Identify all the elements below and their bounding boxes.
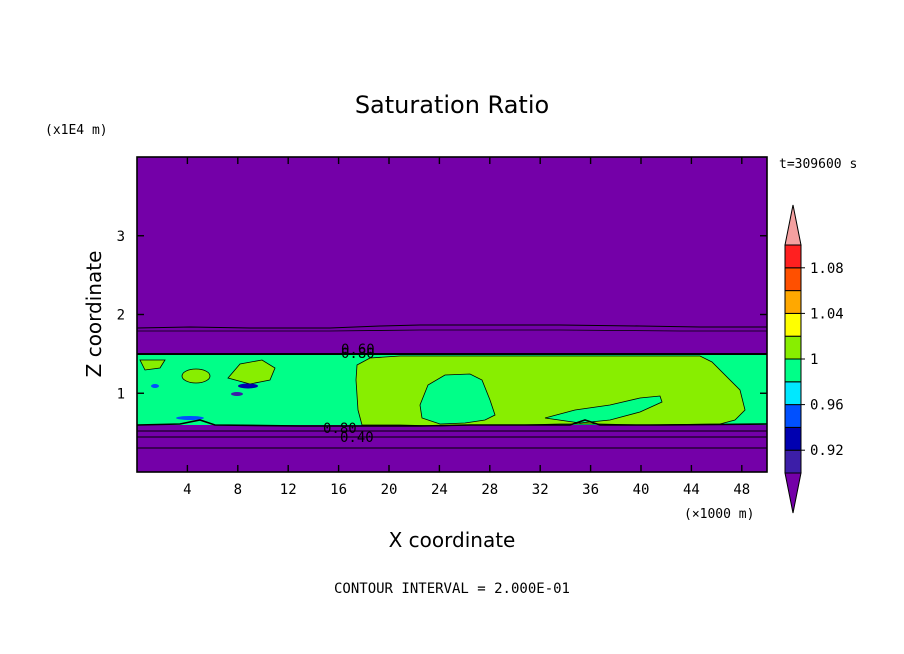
chart-title: Saturation Ratio: [355, 91, 549, 119]
region-cloud-layer-right: [355, 355, 746, 427]
contour-label-3: 0.80: [323, 421, 357, 437]
y-tick-label: 2: [117, 308, 125, 324]
contour-label-4: 0.40: [340, 430, 374, 446]
x-tick-label: 4: [183, 482, 191, 498]
colorbar-segment: [784, 244, 802, 269]
contour-label-1: 0.80: [341, 346, 375, 362]
colorbar-label: 0.96: [810, 398, 844, 414]
x-tick-label: 16: [330, 482, 347, 498]
colorbar-segment: [784, 335, 802, 360]
colorbar-label: 1.08: [810, 261, 844, 277]
region-spot-4: [151, 384, 159, 388]
colorbar-upper-triangle: [784, 204, 802, 246]
region-upper: [137, 157, 767, 355]
contour-line-1: [136, 324, 767, 329]
region-patch-1: [419, 373, 496, 425]
colorbar-segment: [784, 404, 802, 428]
contour-label-2: 0.60: [341, 342, 375, 358]
x-tick-label: 8: [234, 482, 242, 498]
x-tick-label: 32: [532, 482, 549, 498]
colorbar-label: 1: [810, 352, 818, 368]
x-axis: 4 8 12 16 20 24 28 32 36 40 44 48: [183, 157, 750, 498]
y-axis-title: Z coordinate: [82, 251, 106, 378]
region-patch-5: [139, 359, 166, 371]
y-tick-label: 3: [117, 229, 125, 245]
x-tick-label: 20: [381, 482, 398, 498]
y-tick-label: 1: [117, 386, 125, 402]
colorbar-label: 0.92: [810, 443, 844, 459]
colorbar-segment: [784, 312, 802, 337]
colorbar-lower-triangle: [784, 472, 802, 514]
colorbar-segment: [784, 381, 802, 406]
colorbar-segment: [784, 426, 802, 451]
region-spot-1: [238, 383, 258, 389]
colorbar: 0.92 0.96 1 1.04 1.08: [784, 204, 844, 514]
x-tick-label: 12: [280, 482, 297, 498]
x-tick-label: 44: [683, 482, 700, 498]
plot-area: 0.80 0.60 0.80 0.40: [136, 156, 768, 473]
colorbar-segment: [784, 290, 802, 314]
x-tick-label: 28: [481, 482, 498, 498]
time-label: t=309600 s: [779, 157, 857, 172]
x-tick-label: 48: [733, 482, 750, 498]
y-axis: 1 2 3: [117, 229, 767, 402]
colorbar-segment: [784, 267, 802, 292]
x-tick-label: 36: [582, 482, 599, 498]
contour-interval-footer: CONTOUR INTERVAL = 2.000E-01: [334, 581, 570, 597]
region-spot-2: [231, 392, 243, 396]
colorbar-label: 1.04: [810, 306, 844, 322]
colorbar-segment: [784, 449, 802, 474]
x-tick-label: 24: [431, 482, 448, 498]
x-unit-label: (×1000 m): [684, 507, 754, 522]
x-axis-title: X coordinate: [389, 528, 516, 552]
contour-line-2: [137, 329, 767, 332]
region-patch-2: [544, 395, 663, 424]
region-spot-3: [176, 416, 204, 420]
y-unit-label: (x1E4 m): [45, 123, 108, 138]
colorbar-segment: [784, 358, 802, 383]
x-tick-label: 40: [633, 482, 650, 498]
contour-line-3: [136, 419, 768, 427]
region-patch-3: [181, 368, 211, 384]
